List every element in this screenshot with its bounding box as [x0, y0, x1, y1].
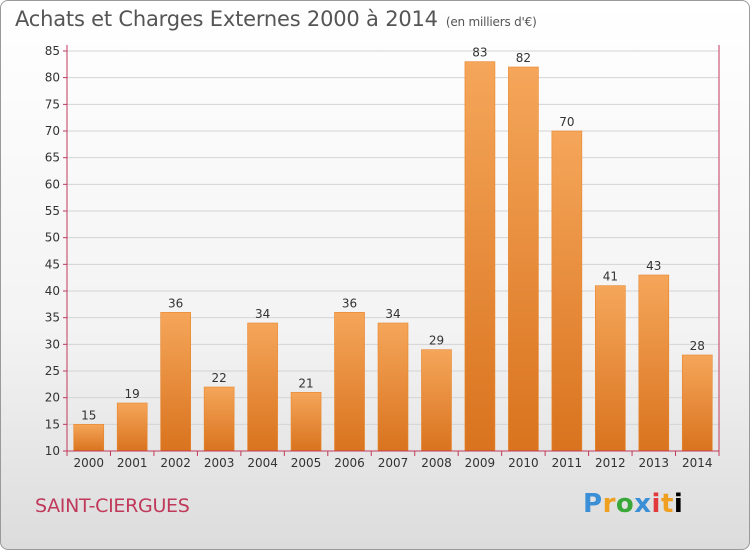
y-tick-label: 75 [45, 97, 60, 111]
logo-letter: t [660, 489, 674, 519]
bar-value-label: 22 [211, 371, 226, 385]
bar-value-label: 29 [429, 334, 444, 348]
logo-letter: r [602, 489, 616, 519]
bar [160, 312, 191, 452]
bar-value-label: 82 [516, 51, 531, 65]
bar-value-label: 19 [125, 387, 140, 401]
bar [334, 312, 365, 452]
x-tick-label: 2013 [639, 456, 670, 470]
bar-value-label: 41 [603, 270, 618, 284]
y-tick-label: 30 [45, 337, 60, 351]
bar [73, 424, 105, 452]
y-tick-label: 70 [45, 124, 60, 138]
bar [203, 386, 235, 452]
bar [681, 354, 713, 452]
x-tick-label: 2011 [552, 456, 583, 470]
y-tick-label: 55 [45, 204, 60, 218]
bar [116, 402, 148, 452]
bar-value-label: 15 [81, 408, 96, 422]
x-tick-label: 2008 [421, 456, 452, 470]
bar-value-label: 34 [255, 307, 270, 321]
y-tick-label: 85 [45, 44, 60, 58]
proxiti-logo[interactable]: Proxiti [583, 489, 683, 519]
labels: 10 15 20 25 30 35 40 45 50 55 60 65 70 75 80 85 15 2000 19… [45, 44, 713, 470]
chart-unit: (en milliers d'€) [445, 15, 537, 29]
x-tick-label: 2005 [291, 456, 322, 470]
chart-title-text: Achats et Charges Externes 2000 à 2014 [15, 7, 438, 31]
y-tick-label: 50 [45, 231, 60, 245]
bar-value-label: 70 [559, 115, 574, 129]
y-tick-label: 45 [45, 257, 60, 271]
bar-value-label: 34 [385, 307, 400, 321]
bar [421, 349, 452, 452]
x-tick-label: 2012 [595, 456, 626, 470]
x-tick-label: 2007 [378, 456, 409, 470]
bar-value-label: 21 [298, 376, 313, 390]
bar-value-label: 83 [472, 46, 487, 60]
bar-value-label: 43 [646, 259, 661, 273]
logo-letter: P [583, 489, 603, 519]
chart-title: Achats et Charges Externes 2000 à 2014 (e… [15, 7, 537, 31]
x-tick-label: 2003 [204, 456, 235, 470]
bar [508, 66, 539, 452]
bar [464, 61, 496, 452]
y-tick-label: 60 [45, 177, 60, 191]
location-name: SAINT-CIERGUES [35, 495, 190, 517]
y-tick-label: 25 [45, 364, 60, 378]
bar-value-label: 36 [342, 296, 357, 310]
x-tick-label: 2009 [465, 456, 496, 470]
y-tick-label: 65 [45, 151, 60, 165]
bar [377, 322, 409, 452]
bars [73, 61, 713, 452]
logo-letter: i [673, 489, 684, 519]
logo-letter: x [634, 489, 652, 519]
bar [290, 392, 322, 452]
axes [63, 45, 720, 456]
x-tick-label: 2006 [334, 456, 365, 470]
x-tick-label: 2000 [73, 456, 104, 470]
y-tick-label: 35 [45, 311, 60, 325]
logo-letter: o [615, 489, 635, 519]
x-tick-label: 2014 [682, 456, 713, 470]
y-tick-label: 40 [45, 284, 60, 298]
bar-value-label: 28 [690, 339, 705, 353]
bar [551, 130, 583, 452]
bar [638, 274, 670, 452]
x-tick-label: 2001 [117, 456, 148, 470]
y-tick-label: 15 [45, 417, 60, 431]
x-tick-label: 2002 [160, 456, 191, 470]
x-tick-label: 2010 [508, 456, 539, 470]
y-tick-label: 80 [45, 71, 60, 85]
y-tick-label: 10 [45, 444, 60, 458]
bar-value-label: 36 [168, 296, 183, 310]
logo-letter: i [651, 489, 661, 519]
x-tick-label: 2004 [247, 456, 278, 470]
y-tick-label: 20 [45, 391, 60, 405]
bar [247, 322, 278, 452]
bar [595, 285, 626, 452]
